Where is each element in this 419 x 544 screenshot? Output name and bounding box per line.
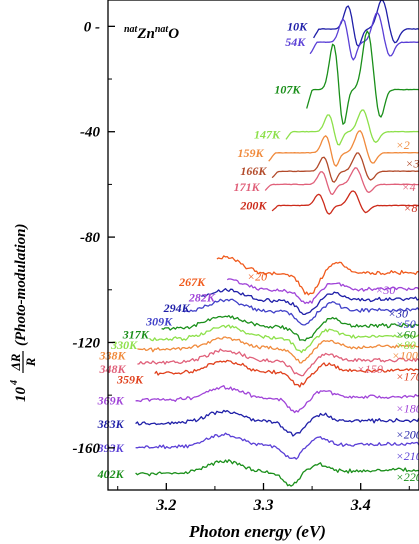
x-tick-label: 3.2 — [155, 497, 176, 514]
series-line-393K — [135, 432, 419, 460]
series-line-402K — [135, 459, 419, 487]
series-line-107K — [306, 30, 419, 125]
series-line-171K — [264, 167, 419, 196]
y-tick-label: 0 - — [84, 19, 100, 35]
scale-factor-166K: ×3 — [405, 156, 419, 170]
series-label-338K: 338K — [98, 349, 126, 363]
series-line-317K — [161, 314, 419, 342]
scale-factor-309K: ×50 — [396, 317, 416, 331]
scale-factor-383K: ×200 — [396, 428, 419, 442]
series-line-10K — [313, 0, 419, 47]
series-label-383K: 383K — [97, 417, 125, 431]
y-tick-label: -120 — [73, 335, 101, 351]
x-axis-title: Photon energy (eV) — [188, 522, 326, 541]
scale-factor-294K: ×30 — [388, 307, 408, 321]
series-line-369K — [135, 385, 419, 414]
series-line-200K — [271, 190, 419, 215]
series-label-166K: 166K — [240, 164, 267, 178]
series-line-267K — [216, 255, 419, 296]
scale-factor-200K: ×8 — [403, 201, 417, 215]
series-label-10K: 10K — [287, 19, 308, 33]
series-line-282K — [226, 278, 419, 305]
scale-factor-369K: ×180 — [396, 401, 419, 415]
series-label-402K: 402K — [97, 467, 125, 481]
y-axis-suffix: (Photo-modulation) — [13, 223, 29, 346]
series-label-317K: 317K — [122, 328, 150, 342]
series-line-348K — [137, 348, 419, 377]
series-label-267K: 267K — [178, 275, 206, 289]
series-label-348K: 348K — [98, 362, 126, 376]
y-axis-title: 10 4 ΔR R (Photo-modulation) — [8, 223, 38, 402]
y-tick-label: -160 — [73, 441, 101, 457]
series-line-166K — [271, 152, 419, 183]
y-tick-label: -40 — [80, 125, 100, 141]
scale-factor-393K: ×210 — [396, 449, 419, 463]
plot-frame — [107, 0, 419, 491]
series-line-309K — [183, 298, 419, 326]
scale-factor-359K: ×170 — [396, 370, 419, 384]
series-line-159K — [268, 130, 419, 167]
series-label-200K: 200K — [239, 199, 267, 213]
scale-factor-171K: ×4 — [402, 180, 416, 194]
sample-superscript: nat — [124, 24, 139, 35]
y-axis-prefix: 10 — [13, 387, 29, 403]
series-label-369K: 369K — [97, 393, 125, 407]
y-axis-exponent: 4 — [9, 380, 20, 386]
y-tick-label: -80 — [80, 230, 100, 246]
y-axis-denominator: R — [23, 357, 38, 367]
series-label-171K: 171K — [234, 180, 261, 194]
sample-element: O — [168, 26, 179, 42]
series-label-330K: 330K — [110, 338, 138, 352]
series-line-54K — [309, 12, 419, 61]
y-axis-numerator: ΔR — [8, 353, 23, 371]
series-line-359K — [154, 359, 419, 388]
series-line-294K — [201, 288, 419, 316]
scale-factor-330K: ×80 — [396, 338, 416, 352]
x-tick-label: 3.4 — [350, 497, 371, 514]
y-axis-ticks: 0 - -40 -80 -120 -160 — [73, 19, 115, 457]
scale-factors: ×2×3×4×8×20×30×30×50×60×80×100×150×170×1… — [247, 138, 419, 484]
scale-factor-402K: ×220 — [396, 470, 419, 484]
series-line-383K — [135, 409, 419, 437]
sample-element: Zn — [136, 26, 155, 42]
series-line-147K — [285, 109, 419, 146]
series-label-54K: 54K — [285, 35, 306, 49]
scale-factor-338K: ×100 — [392, 349, 418, 363]
series-line-338K — [137, 336, 419, 364]
series-labels: 10K 54K 107K 147K 159K 166K 171K 200K 267K 282K29… — [97, 19, 309, 481]
series-label-147K: 147K — [254, 127, 281, 141]
sample-superscript: nat — [155, 24, 170, 35]
spectra-curves — [135, 0, 419, 487]
scale-factor-348K: ×150 — [357, 362, 383, 376]
series-label-294K: 294K — [163, 301, 191, 315]
scale-factor-159K: ×2 — [396, 138, 410, 152]
series-line-330K — [149, 324, 419, 354]
series-label-159K: 159K — [237, 146, 264, 160]
scale-factor-267K: ×20 — [247, 270, 267, 284]
scale-factor-282K: ×30 — [375, 283, 395, 297]
x-axis-ticks: 3.2 3.3 3.4 — [117, 483, 410, 514]
scale-factor-317K: ×60 — [396, 328, 416, 342]
series-label-107K: 107K — [274, 83, 301, 97]
series-label-359K: 359K — [116, 372, 144, 386]
x-tick-label: 3.3 — [253, 497, 274, 514]
series-label-282K: 282K — [188, 291, 216, 305]
sample-label: natZnnatO — [124, 24, 179, 42]
series-label-309K: 309K — [145, 314, 173, 328]
